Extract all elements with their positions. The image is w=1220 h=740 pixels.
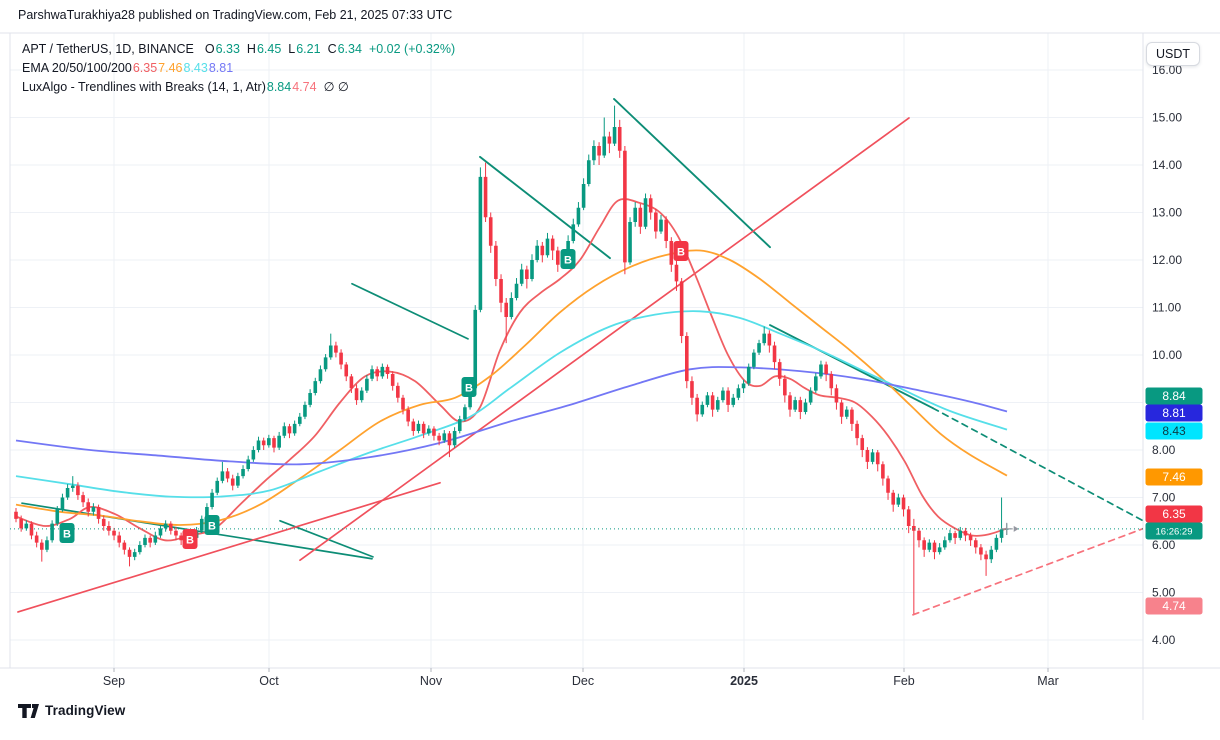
svg-text:12.00: 12.00	[1152, 253, 1182, 267]
ema100-value: 8.43	[183, 61, 208, 75]
tradingview-logo[interactable]: TradingView	[18, 703, 125, 718]
svg-text:7.46: 7.46	[1162, 470, 1186, 484]
svg-text:4.74: 4.74	[1162, 599, 1186, 613]
ema-legend-label: EMA 20/50/100/200	[22, 61, 132, 75]
change-value: +0.02 (+0.32%)	[368, 42, 456, 56]
svg-text:14.00: 14.00	[1152, 158, 1182, 172]
open-value: 6.33	[215, 42, 240, 56]
trendline-break-labels: B B B B B B	[59, 241, 689, 549]
indicator-legend: APT / TetherUS, 1D, BINANCE O6.33 H6.45 L6.…	[22, 40, 455, 97]
time-axis[interactable]: Sep Oct Nov Dec 2025 Feb Mar	[103, 668, 1059, 688]
svg-text:2025: 2025	[730, 674, 758, 688]
attribution-text: ParshwaTurakhiya28 published on TradingV…	[18, 8, 453, 22]
svg-text:B: B	[186, 535, 194, 547]
break-badge-down	[673, 241, 689, 261]
luxalgo-slope-values: ∅ ∅	[323, 80, 349, 94]
svg-text:Nov: Nov	[420, 674, 443, 688]
svg-text:B: B	[208, 521, 216, 533]
ema-100-line	[15, 310, 1008, 499]
break-badge-up	[560, 249, 576, 269]
svg-text:6.00: 6.00	[1152, 538, 1176, 552]
svg-text:Mar: Mar	[1037, 674, 1059, 688]
svg-text:16.00: 16.00	[1152, 63, 1182, 77]
svg-text:13.00: 13.00	[1152, 206, 1182, 220]
svg-text:11.00: 11.00	[1152, 301, 1181, 315]
svg-text:B: B	[465, 383, 473, 395]
low-value: 6.21	[296, 42, 321, 56]
svg-text:6.35: 6.35	[1162, 507, 1186, 521]
close-value: 6.34	[337, 42, 362, 56]
pane-border	[0, 32, 1220, 720]
ema-200-line	[15, 366, 1008, 466]
svg-text:16:26:29: 16:26:29	[1156, 527, 1193, 538]
price-axis[interactable]: 16.00 15.00 14.00 13.00 12.00 11.00 10.00 8.00 7…	[1145, 63, 1203, 647]
svg-text:B: B	[564, 255, 572, 267]
candlestick-series	[14, 105, 1009, 614]
svg-text:10.00: 10.00	[1152, 348, 1182, 362]
svg-text:15.00: 15.00	[1152, 111, 1182, 125]
svg-text:B: B	[63, 529, 71, 541]
low-label: L	[288, 42, 296, 56]
high-label: H	[246, 42, 256, 56]
svg-text:Oct: Oct	[259, 674, 279, 688]
break-badge-down	[182, 529, 198, 549]
ema20-value: 6.35	[132, 61, 158, 75]
svg-text:4.00: 4.00	[1152, 633, 1176, 647]
svg-text:7.00: 7.00	[1152, 491, 1176, 505]
svg-text:8.81: 8.81	[1162, 406, 1186, 420]
break-badge-up	[461, 377, 477, 397]
ema-legend-row[interactable]: EMA 20/50/100/2006.357.468.438.81	[22, 59, 455, 77]
svg-text:Feb: Feb	[893, 674, 915, 688]
ema50-value: 7.46	[158, 61, 183, 75]
open-label: O	[204, 42, 215, 56]
luxalgo-upper-value: 8.84	[266, 80, 292, 94]
svg-text:8.43: 8.43	[1162, 424, 1186, 438]
break-badge-up	[59, 523, 75, 543]
svg-text:8.00: 8.00	[1152, 443, 1176, 457]
svg-text:8.84: 8.84	[1162, 389, 1186, 403]
ema200-value: 8.81	[208, 61, 234, 75]
svg-text:Sep: Sep	[103, 674, 125, 688]
close-label: C	[327, 42, 337, 56]
symbol-title: APT / TetherUS, 1D, BINANCE	[22, 42, 194, 56]
tradingview-logo-icon	[18, 703, 39, 718]
svg-text:B: B	[677, 247, 685, 259]
series-layer: B B B B B B	[10, 98, 1143, 616]
grid-lines	[10, 33, 1143, 668]
luxalgo-legend-label: LuxAlgo - Trendlines with Breaks (14, 1,…	[22, 80, 266, 94]
price-pointer-crosshair	[1000, 522, 1019, 535]
luxalgo-legend-row[interactable]: LuxAlgo - Trendlines with Breaks (14, 1,…	[22, 78, 455, 96]
break-badge-up	[204, 515, 220, 535]
currency-unit-button[interactable]: USDT	[1146, 42, 1200, 66]
svg-text:5.00: 5.00	[1152, 586, 1176, 600]
high-value: 6.45	[256, 42, 282, 56]
symbol-legend-row[interactable]: APT / TetherUS, 1D, BINANCE O6.33 H6.45 L6.…	[22, 40, 455, 58]
luxalgo-lower-value: 4.74	[292, 80, 317, 94]
svg-text:Dec: Dec	[572, 674, 594, 688]
attribution-bar: ParshwaTurakhiya28 published on TradingV…	[0, 0, 1220, 33]
tradingview-logo-text: TradingView	[45, 703, 126, 718]
